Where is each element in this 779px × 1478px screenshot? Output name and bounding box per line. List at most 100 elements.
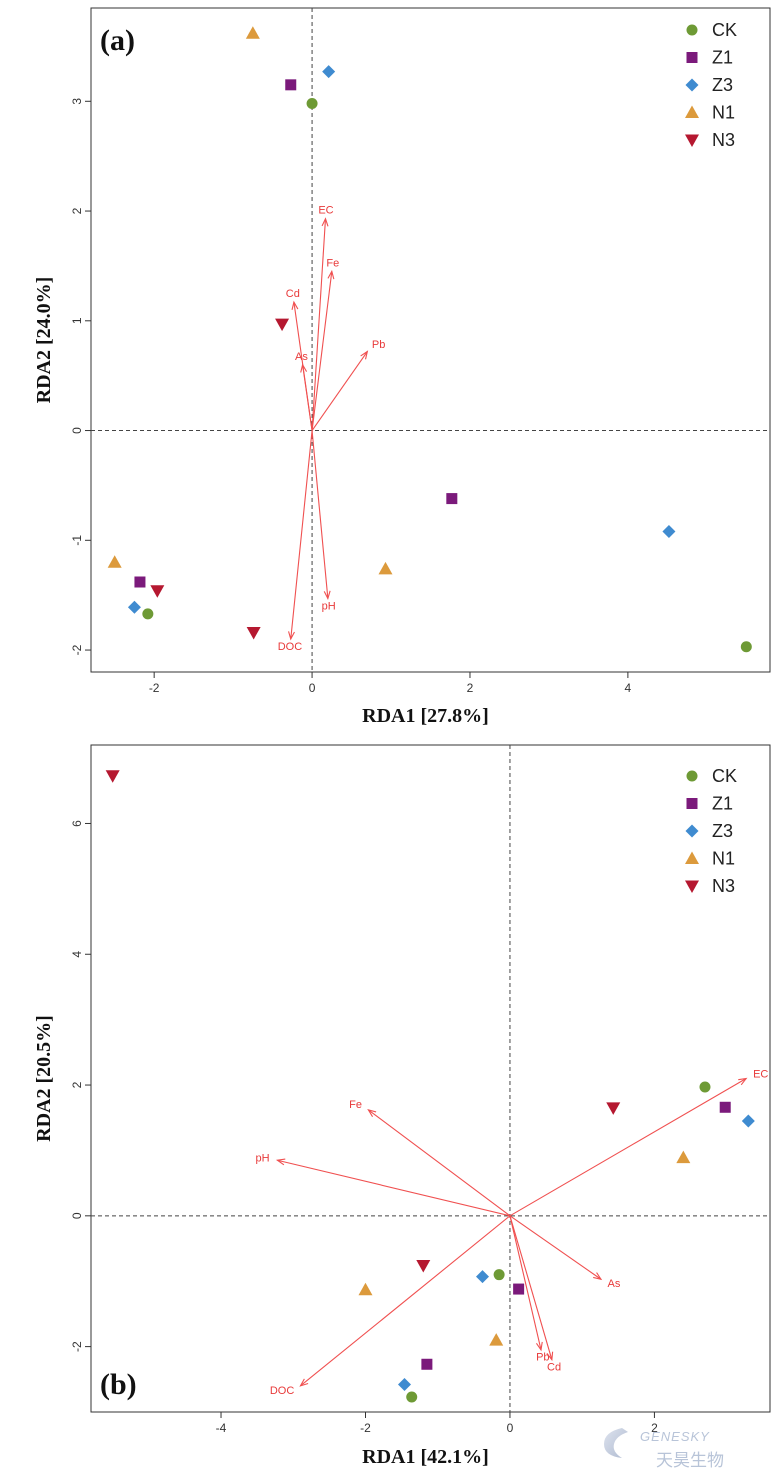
point-ck — [406, 1391, 418, 1403]
point-n3 — [246, 626, 261, 640]
legend-entry-z1: Z1 — [686, 794, 733, 814]
series-z1 — [134, 79, 458, 588]
point-ck — [740, 641, 752, 653]
vector-line — [302, 364, 313, 431]
legend-marker-z3 — [685, 824, 699, 838]
point-z1 — [421, 1358, 433, 1370]
plot-frame — [90, 744, 771, 1413]
point-n1 — [378, 561, 393, 575]
point-n1 — [676, 1150, 691, 1164]
vector-label: DOC — [270, 1385, 295, 1397]
legend-marker-z1 — [686, 798, 698, 809]
env-vector-doc: DOC — [278, 430, 313, 653]
vector-line — [311, 218, 327, 431]
legend-label: Z1 — [712, 794, 733, 814]
legend: CK Z1 Z3 N1 N3 — [685, 20, 737, 150]
genesky-logo-icon — [604, 1428, 628, 1458]
vector-line — [509, 1215, 553, 1360]
y-tick-label: 1 — [70, 317, 84, 324]
plot-frame — [90, 7, 771, 673]
legend-marker-ck — [686, 770, 698, 782]
x-axis-label: RDA1 [27.8%] — [362, 705, 489, 727]
vector-arrowhead — [275, 1158, 286, 1166]
env-vector-ec: EC — [509, 1068, 768, 1217]
point-n1 — [358, 1282, 373, 1296]
vector-line — [311, 351, 368, 431]
env-vector-as: As — [295, 351, 313, 431]
vector-label: As — [295, 351, 308, 363]
vector-arrowhead — [367, 1108, 377, 1118]
point-n3 — [416, 1260, 431, 1273]
legend-entry-ck: CK — [686, 766, 737, 786]
x-tick-label: 0 — [507, 1421, 514, 1435]
series-z1 — [421, 1101, 731, 1370]
vector-arrowhead — [299, 1378, 309, 1387]
point-n3 — [606, 1102, 621, 1115]
y-tick-label: 0 — [70, 427, 84, 434]
point-ck — [142, 608, 154, 620]
point-n1 — [107, 555, 122, 568]
point-n3 — [105, 770, 120, 783]
point-n3 — [150, 585, 165, 598]
vector-arrowhead — [360, 350, 369, 360]
vector-label: DOC — [278, 641, 303, 653]
series-z3 — [397, 1114, 755, 1392]
point-n1 — [245, 26, 260, 39]
series-ck — [142, 97, 752, 653]
point-z1 — [285, 79, 297, 91]
point-z1 — [446, 493, 458, 505]
point-n3 — [275, 318, 290, 332]
y-axis-label: RDA2 [20.5%] — [33, 1015, 55, 1142]
vector-label: Pb — [372, 339, 385, 351]
env-vector-ph: pH — [311, 430, 336, 612]
y-tick-label: 2 — [70, 1081, 84, 1088]
legend-label: Z3 — [712, 75, 733, 95]
series-z3 — [127, 65, 676, 614]
y-tick-label: 2 — [70, 207, 84, 214]
legend-entry-n3: N3 — [685, 876, 735, 896]
point-ck — [699, 1081, 711, 1093]
y-tick-label: 3 — [70, 98, 84, 105]
y-tick-label: 0 — [70, 1212, 84, 1219]
vector-line — [290, 430, 313, 640]
vector-label: pH — [256, 1152, 270, 1164]
x-tick-label: 2 — [467, 681, 474, 695]
x-tick-label: 0 — [309, 681, 316, 695]
y-axis-label: RDA2 [24.0%] — [33, 277, 55, 404]
panel-label: (a) — [100, 24, 135, 57]
point-n1 — [489, 1333, 504, 1346]
x-tick-label: -4 — [216, 1421, 227, 1435]
legend-marker-n3 — [685, 134, 699, 147]
legend-label: N1 — [712, 103, 735, 123]
vector-arrowhead — [535, 1341, 543, 1352]
watermark-cn: 天昊生物 — [656, 1451, 724, 1471]
vector-arrowhead — [546, 1351, 554, 1362]
genesky-watermark: GENESKY 天昊生物 — [604, 1428, 724, 1471]
vector-arrowhead — [321, 217, 329, 227]
series-n3 — [150, 318, 290, 640]
vector-label: Cd — [547, 1361, 561, 1373]
legend-label: N3 — [712, 130, 735, 150]
x-tick-label: 2 — [651, 1421, 658, 1435]
point-z1 — [134, 576, 146, 588]
vector-arrowhead — [323, 590, 331, 600]
legend-marker-n1 — [685, 851, 699, 864]
y-tick-label: 4 — [70, 951, 84, 958]
vector-arrowhead — [300, 363, 308, 373]
y-tick-label: -2 — [70, 644, 84, 655]
vector-label: EC — [753, 1068, 768, 1080]
legend-label: CK — [712, 766, 737, 786]
legend-entry-n1: N1 — [685, 103, 735, 123]
vector-line — [509, 1215, 542, 1351]
vector-arrowhead — [291, 300, 299, 311]
x-axis-label: RDA1 [42.1%] — [362, 1446, 489, 1468]
legend: CK Z1 Z3 N1 N3 — [685, 766, 737, 896]
vector-line — [368, 1109, 511, 1217]
vector-line — [277, 1159, 511, 1217]
point-z3 — [476, 1270, 490, 1284]
vector-label: Cd — [286, 288, 300, 300]
x-tick-label: 4 — [625, 681, 632, 695]
point-z3 — [127, 600, 141, 614]
vector-arrowhead — [288, 631, 295, 641]
